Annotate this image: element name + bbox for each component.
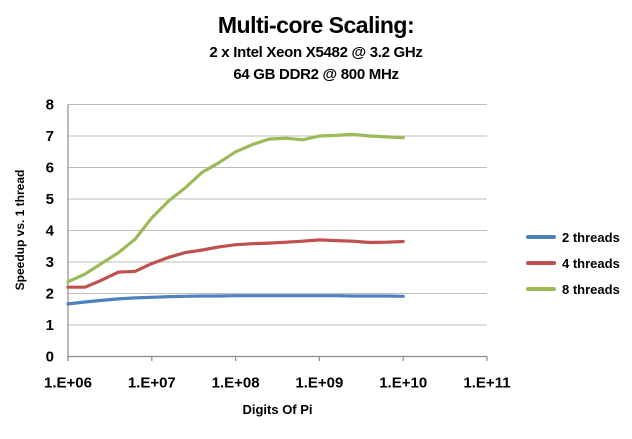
legend-item-2-threads: 2 threads (526, 224, 620, 250)
legend-swatch-4-threads (526, 261, 556, 265)
chart-title: Multi-core Scaling: (217, 12, 415, 38)
legend-item-4-threads: 4 threads (526, 250, 620, 276)
y-tick-label-4: 4 (46, 223, 55, 240)
series-line-8-threads (66, 132, 405, 284)
series-line-4-threads (66, 238, 405, 289)
chart-subtitle-cpu: 2 x Intel Xeon X5482 @ 3.2 GHz (209, 44, 423, 61)
y-tick-label-0: 0 (46, 349, 54, 366)
chart-subtitle-memory: 64 GB DDR2 @ 800 MHz (233, 66, 399, 83)
legend-swatch-2-threads (526, 235, 556, 239)
legend-label-4-threads: 4 threads (562, 255, 620, 271)
legend-label-2-threads: 2 threads (562, 229, 620, 245)
x-tick-label-1.E+08: 1.E+08 (212, 375, 260, 392)
legend: 2 threads 4 threads 8 threads (526, 224, 620, 302)
y-tick-label-3: 3 (46, 254, 54, 271)
y-tick-label-8: 8 (46, 97, 54, 114)
x-tick-label-1.E+10: 1.E+10 (379, 375, 427, 392)
x-tick-label-1.E+06: 1.E+06 (44, 375, 92, 392)
legend-label-8-threads: 8 threads (562, 281, 620, 297)
y-tick-label-2: 2 (46, 286, 54, 303)
y-tick-label-6: 6 (46, 160, 54, 177)
y-tick-label-5: 5 (46, 191, 54, 208)
legend-item-8-threads: 8 threads (526, 276, 620, 302)
x-tick-label-1.E+07: 1.E+07 (128, 375, 176, 392)
y-tick-label-1: 1 (46, 317, 54, 334)
x-tick-label-1.E+09: 1.E+09 (295, 375, 343, 392)
x-axis-title: Digits Of Pi (242, 402, 313, 417)
legend-swatch-8-threads (526, 287, 556, 291)
x-tick-label-1.E+11: 1.E+11 (463, 375, 510, 392)
y-tick-label-7: 7 (46, 128, 54, 145)
series-line-2-threads (66, 294, 405, 306)
